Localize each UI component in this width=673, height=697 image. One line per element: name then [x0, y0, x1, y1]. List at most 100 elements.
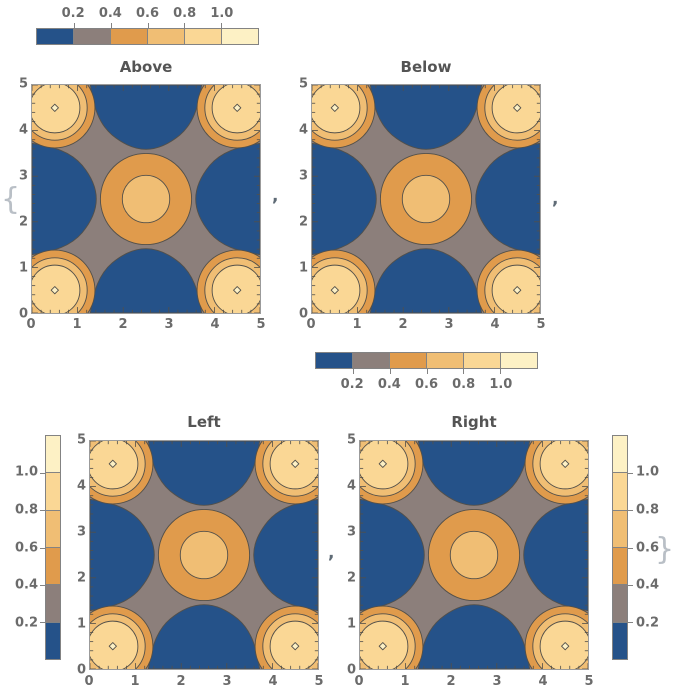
tick-label: 4 [298, 122, 308, 138]
tick-label: 3 [164, 317, 174, 332]
legend-boundary-tick [628, 547, 633, 549]
tick-label: 3 [492, 674, 502, 689]
legend-labels: 0.2 0.4 0.6 0.8 1.0 [36, 6, 259, 22]
y-axis-labels: 0 1 2 3 4 5 [286, 77, 308, 322]
tick-label: 0.4 [14, 577, 38, 593]
legend-boundary-tick [389, 369, 391, 374]
legend-boundary-tick [73, 23, 75, 28]
tick-label: 0.6 [135, 6, 160, 21]
tick-label: 0.8 [452, 377, 476, 392]
tick-label: 1 [18, 260, 28, 276]
tick-label: 0 [354, 674, 364, 689]
legend-boundary-tick [628, 473, 633, 475]
tick-label: 0.8 [14, 502, 38, 518]
y-axis-labels: 0 1 2 3 4 5 [334, 433, 356, 678]
legend-color-band [147, 29, 184, 44]
tick-label: 4 [490, 317, 500, 332]
legend-boundary-tick [352, 369, 354, 374]
tick-label: 3 [222, 674, 232, 689]
legend-color-bar [612, 435, 633, 660]
tick-label: 0 [306, 317, 316, 332]
tick-label: 0.2 [340, 377, 364, 392]
legend-color-band [500, 353, 537, 368]
legend-boundary-tick [40, 547, 45, 549]
tick-label: 2 [346, 570, 356, 586]
tick-label: 0 [298, 306, 308, 322]
legend-boundary-tick [110, 23, 112, 28]
tick-label: 1 [130, 674, 140, 689]
tick-label: 3 [298, 168, 308, 184]
legend-color-band [46, 510, 60, 549]
legend-color-band [613, 622, 627, 659]
tick-label: 0.2 [636, 615, 660, 630]
y-axis-labels: 0 1 2 3 4 5 [64, 433, 86, 678]
tick-label: 5 [256, 317, 266, 332]
plot-title: Above [119, 58, 173, 76]
legend-color-band [389, 353, 426, 368]
tick-label: 2 [446, 674, 456, 689]
tick-label: 0.4 [636, 577, 660, 593]
tick-label: 2 [18, 214, 28, 230]
tick-label: 0.2 [61, 6, 85, 21]
legend-below: 0.2 0.4 0.6 0.8 1.0 [315, 352, 538, 393]
legend-color-band [613, 473, 627, 511]
legend-boundary-tick [628, 510, 633, 512]
legend-color-band [110, 29, 147, 44]
legend-color-band [184, 29, 221, 44]
legend-boundary-tick [40, 621, 45, 623]
legend-color-band [46, 473, 60, 511]
contour-field [359, 440, 589, 670]
tick-label: 1.0 [636, 464, 660, 480]
legend-boundary-tick [40, 584, 45, 586]
tick-label: 4 [18, 122, 28, 138]
x-axis-labels: 0 1 2 3 4 5 [306, 317, 545, 332]
legend-labels: 0.2 0.4 0.6 0.8 1.0 [6, 435, 38, 660]
legend-color-band [221, 29, 258, 44]
tick-label: 0.8 [173, 6, 197, 21]
tick-label: 2 [176, 674, 186, 689]
tick-label: 0 [84, 674, 94, 689]
legend-color-band [463, 353, 500, 368]
tick-label: 0.6 [636, 540, 660, 555]
legend-color-band [46, 436, 60, 474]
tick-label: 0 [76, 662, 86, 678]
tick-label: 4 [268, 674, 278, 689]
tick-label: 2 [76, 570, 86, 586]
tick-label: 2 [298, 214, 308, 230]
tick-label: 4 [210, 317, 220, 332]
plot-title: Right [451, 413, 497, 431]
legend-color-bar [36, 23, 259, 45]
tick-label: 5 [298, 76, 308, 92]
legend-color-bar [315, 352, 538, 374]
open-brace: { [1, 182, 21, 217]
legend-boundary-tick [628, 584, 633, 586]
legend-boundary-tick [147, 23, 149, 28]
x-axis-labels: 0 1 2 3 4 5 [26, 317, 265, 332]
tick-label: 1 [400, 674, 410, 689]
y-axis-labels: 0 1 2 3 4 5 [6, 77, 28, 322]
tick-label: 1.0 [210, 6, 234, 21]
x-axis-labels: 0 1 2 3 4 5 [354, 674, 593, 689]
contour-field [89, 440, 319, 670]
legend-boundary-tick [40, 473, 45, 475]
tick-label: 1.0 [14, 464, 38, 480]
tick-label: 3 [444, 317, 454, 332]
tick-label: 5 [584, 674, 594, 689]
tick-label: 0 [26, 317, 36, 332]
legend-boundary-tick [463, 369, 465, 374]
legend-color-band [426, 353, 463, 368]
tick-label: 3 [346, 524, 356, 540]
tick-label: 1 [76, 616, 86, 632]
tick-label: 0.4 [98, 6, 122, 21]
tick-label: 1 [346, 616, 356, 632]
tick-label: 4 [76, 478, 86, 494]
tick-label: 1 [298, 260, 308, 276]
close-brace: } [655, 532, 673, 567]
tick-label: 5 [346, 432, 356, 448]
plot-title: Left [187, 413, 221, 431]
legend-color-band [46, 585, 60, 623]
tick-label: 0.6 [414, 377, 439, 392]
list-comma: , [328, 543, 335, 563]
legend-color-band [613, 510, 627, 549]
